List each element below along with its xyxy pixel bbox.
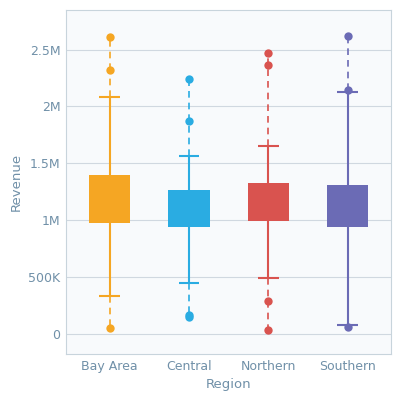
Bar: [248, 182, 289, 221]
Y-axis label: Revenue: Revenue: [10, 153, 23, 211]
Bar: [168, 190, 210, 227]
Bar: [327, 185, 368, 227]
Bar: [89, 174, 130, 223]
X-axis label: Region: Region: [206, 378, 251, 391]
